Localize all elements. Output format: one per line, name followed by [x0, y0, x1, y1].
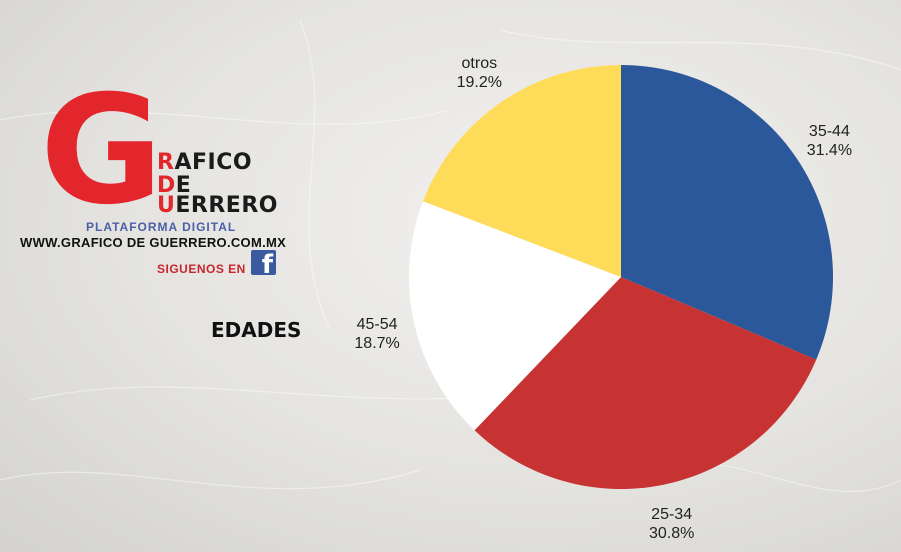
pie-value-45-54: 18.7%	[354, 335, 399, 352]
pie-label-35-44: 35-44	[809, 123, 850, 140]
pie-labels: 35-44 31.4% 25-34 30.8% 45-54 18.7% otros 19.2%	[354, 55, 852, 542]
logo-line-de: DE	[157, 173, 192, 198]
logo-line-rafico: RAFICO	[157, 150, 253, 175]
logo-big-letter: G	[40, 64, 163, 238]
pie-value-25-34: 30.8%	[649, 525, 694, 542]
pie-label-25-34: 25-34	[651, 506, 692, 523]
pie-label-otros: otros	[462, 55, 498, 72]
pie-value-35-44: 31.4%	[807, 142, 852, 159]
pie-slice-35-44	[621, 65, 833, 360]
pie-slices	[408, 65, 833, 490]
logo-subtitle: PLATAFORMA DIGITAL	[86, 220, 237, 234]
pie-value-otros: 19.2%	[457, 74, 502, 91]
facebook-icon[interactable]: f	[251, 250, 276, 275]
follow-us-label: SIGUENOS EN	[157, 262, 246, 276]
logo-line-uerrero: UERRERO	[157, 193, 278, 218]
website-url[interactable]: WWW.GRAFICO DE GUERRERO.COM.MX	[20, 235, 287, 250]
pie-slice-25-34	[474, 277, 817, 490]
pie-slice-45-54	[408, 201, 621, 431]
pie-label-45-54: 45-54	[357, 316, 398, 333]
pie-slice-otros	[423, 65, 621, 277]
chart-heading: EDADES	[211, 318, 302, 342]
grafico-de-guerrero-logo: G RAFICO DE UERRERO PLATAFORMA DIGITAL W…	[0, 0, 400, 290]
